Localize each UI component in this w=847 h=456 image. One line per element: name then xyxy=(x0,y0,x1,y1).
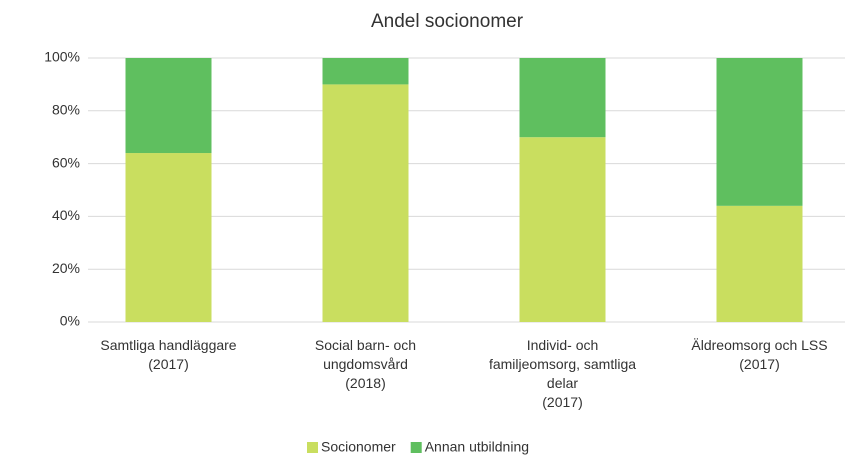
y-tick-label: 40% xyxy=(52,207,80,223)
x-tick-label-line: delar xyxy=(547,375,578,391)
x-tick-label-line: familjeomsorg, samtliga xyxy=(489,356,636,372)
x-tick-label-line: Individ- och xyxy=(527,337,599,353)
y-tick-label: 60% xyxy=(52,154,80,170)
y-tick-label: 80% xyxy=(52,102,80,118)
bar-segment xyxy=(716,205,803,322)
x-tick-label-line: (2017) xyxy=(542,394,582,410)
bar-segment xyxy=(519,137,606,322)
bar-segment xyxy=(716,58,803,206)
y-tick-label: 0% xyxy=(60,313,80,329)
legend-label: Socionomer xyxy=(321,439,396,455)
chart-title: Andel socionomer xyxy=(371,11,524,32)
legend-swatch xyxy=(410,442,422,453)
x-tick-label-line: ungdomsvård xyxy=(323,356,408,372)
x-tick-label: Social barn- och ungdomsvård (2018) xyxy=(315,337,416,391)
x-tick-label-line: Äldreomsorg och LSS xyxy=(691,337,827,353)
bar-segment xyxy=(519,58,606,138)
y-tick-label: 20% xyxy=(52,260,80,276)
bar-segment xyxy=(322,84,409,323)
x-tick-label: Samtliga handläggare (2017) xyxy=(100,337,236,372)
bar-segment xyxy=(125,58,212,154)
legend-label: Annan utbildning xyxy=(425,439,529,455)
y-tick-label: 100% xyxy=(44,49,80,65)
x-tick-label-line: Samtliga handläggare xyxy=(100,337,236,353)
x-tick-label-line: (2017) xyxy=(148,356,188,372)
x-tick-label-line: Social barn- och xyxy=(315,337,416,353)
bar-segment xyxy=(322,58,409,85)
legend-swatch xyxy=(307,442,318,453)
bar-segment xyxy=(125,153,212,322)
x-tick-label: Äldreomsorg och LSS (2017) xyxy=(691,337,827,372)
x-tick-label-line: (2017) xyxy=(739,356,779,372)
x-tick-label: Individ- och familjeomsorg, samtliga delar… xyxy=(489,337,636,410)
x-tick-label-line: (2018) xyxy=(345,375,385,391)
